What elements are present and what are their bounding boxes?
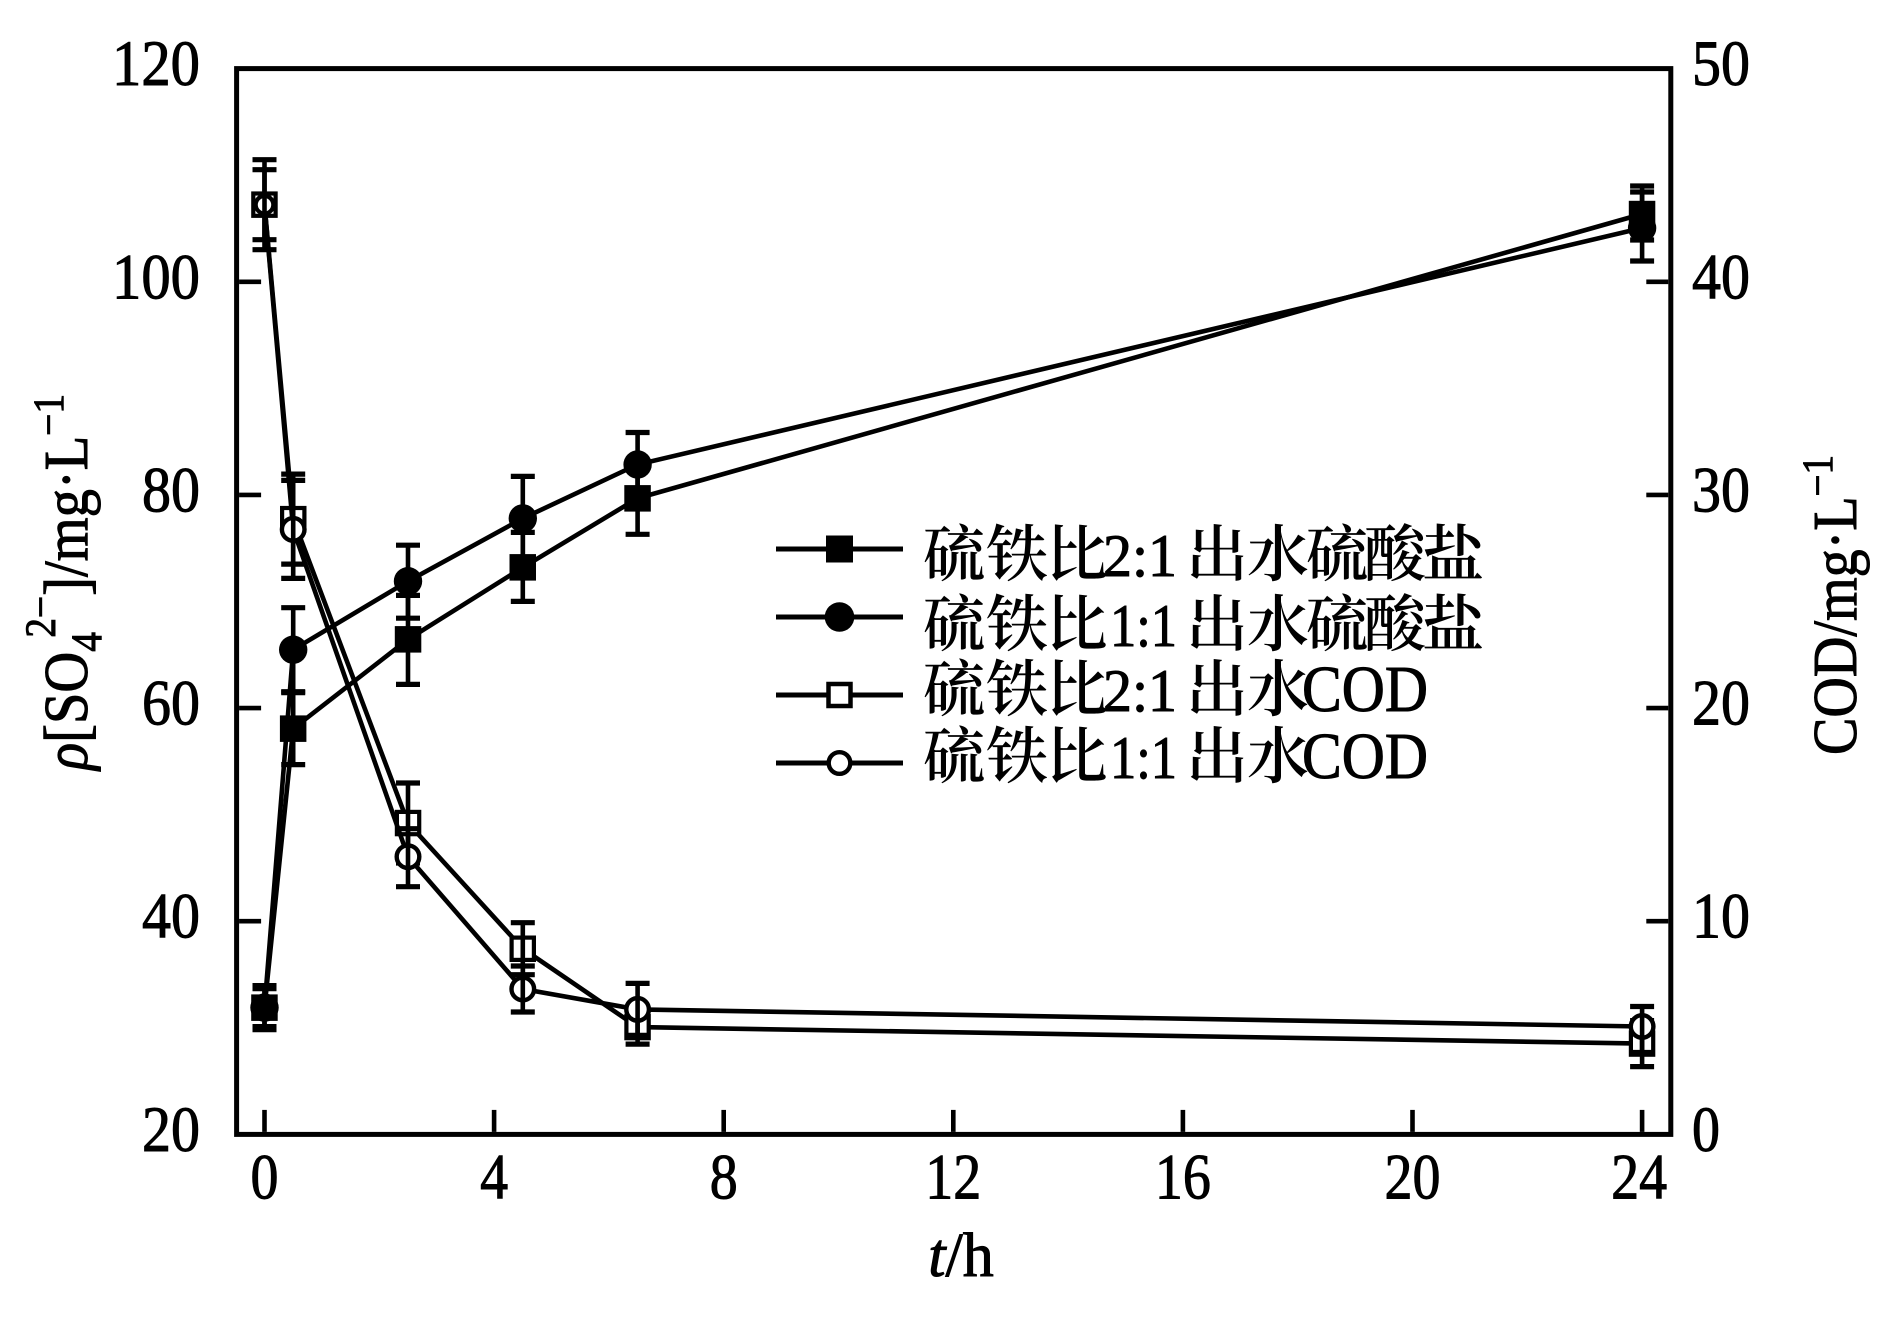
svg-text:100: 100 — [112, 241, 200, 313]
svg-text:20: 20 — [1692, 668, 1750, 740]
svg-text:120: 120 — [112, 28, 200, 100]
svg-text:0: 0 — [1692, 1094, 1720, 1166]
svg-text:2:1: 2:1 — [1103, 523, 1177, 589]
svg-text:20: 20 — [142, 1094, 200, 1166]
svg-text:1:1: 1:1 — [1110, 725, 1177, 791]
svg-text:ρ[SO42−]/mg·L−1: ρ[SO42−]/mg·L−1 — [18, 394, 111, 772]
svg-text:COD: COD — [1302, 720, 1428, 793]
svg-text:0: 0 — [251, 1142, 279, 1214]
svg-text:40: 40 — [142, 881, 200, 953]
svg-text:30: 30 — [1692, 454, 1750, 526]
svg-text:10: 10 — [1692, 881, 1750, 953]
svg-text:12: 12 — [925, 1142, 981, 1214]
svg-text:60: 60 — [142, 668, 200, 740]
svg-text:t/h: t/h — [928, 1222, 993, 1290]
svg-text:50: 50 — [1692, 28, 1750, 100]
svg-text:16: 16 — [1155, 1142, 1211, 1214]
svg-text:2:1: 2:1 — [1103, 658, 1177, 724]
svg-text:20: 20 — [1385, 1142, 1441, 1214]
svg-text:24: 24 — [1611, 1142, 1667, 1214]
svg-text:COD/mg·L−1: COD/mg·L−1 — [1795, 455, 1870, 755]
svg-text:40: 40 — [1692, 241, 1750, 313]
svg-text:4: 4 — [480, 1142, 508, 1214]
svg-text:1:1: 1:1 — [1110, 593, 1177, 659]
svg-text:80: 80 — [142, 454, 200, 526]
svg-text:COD: COD — [1302, 653, 1428, 726]
svg-text:8: 8 — [710, 1142, 738, 1214]
